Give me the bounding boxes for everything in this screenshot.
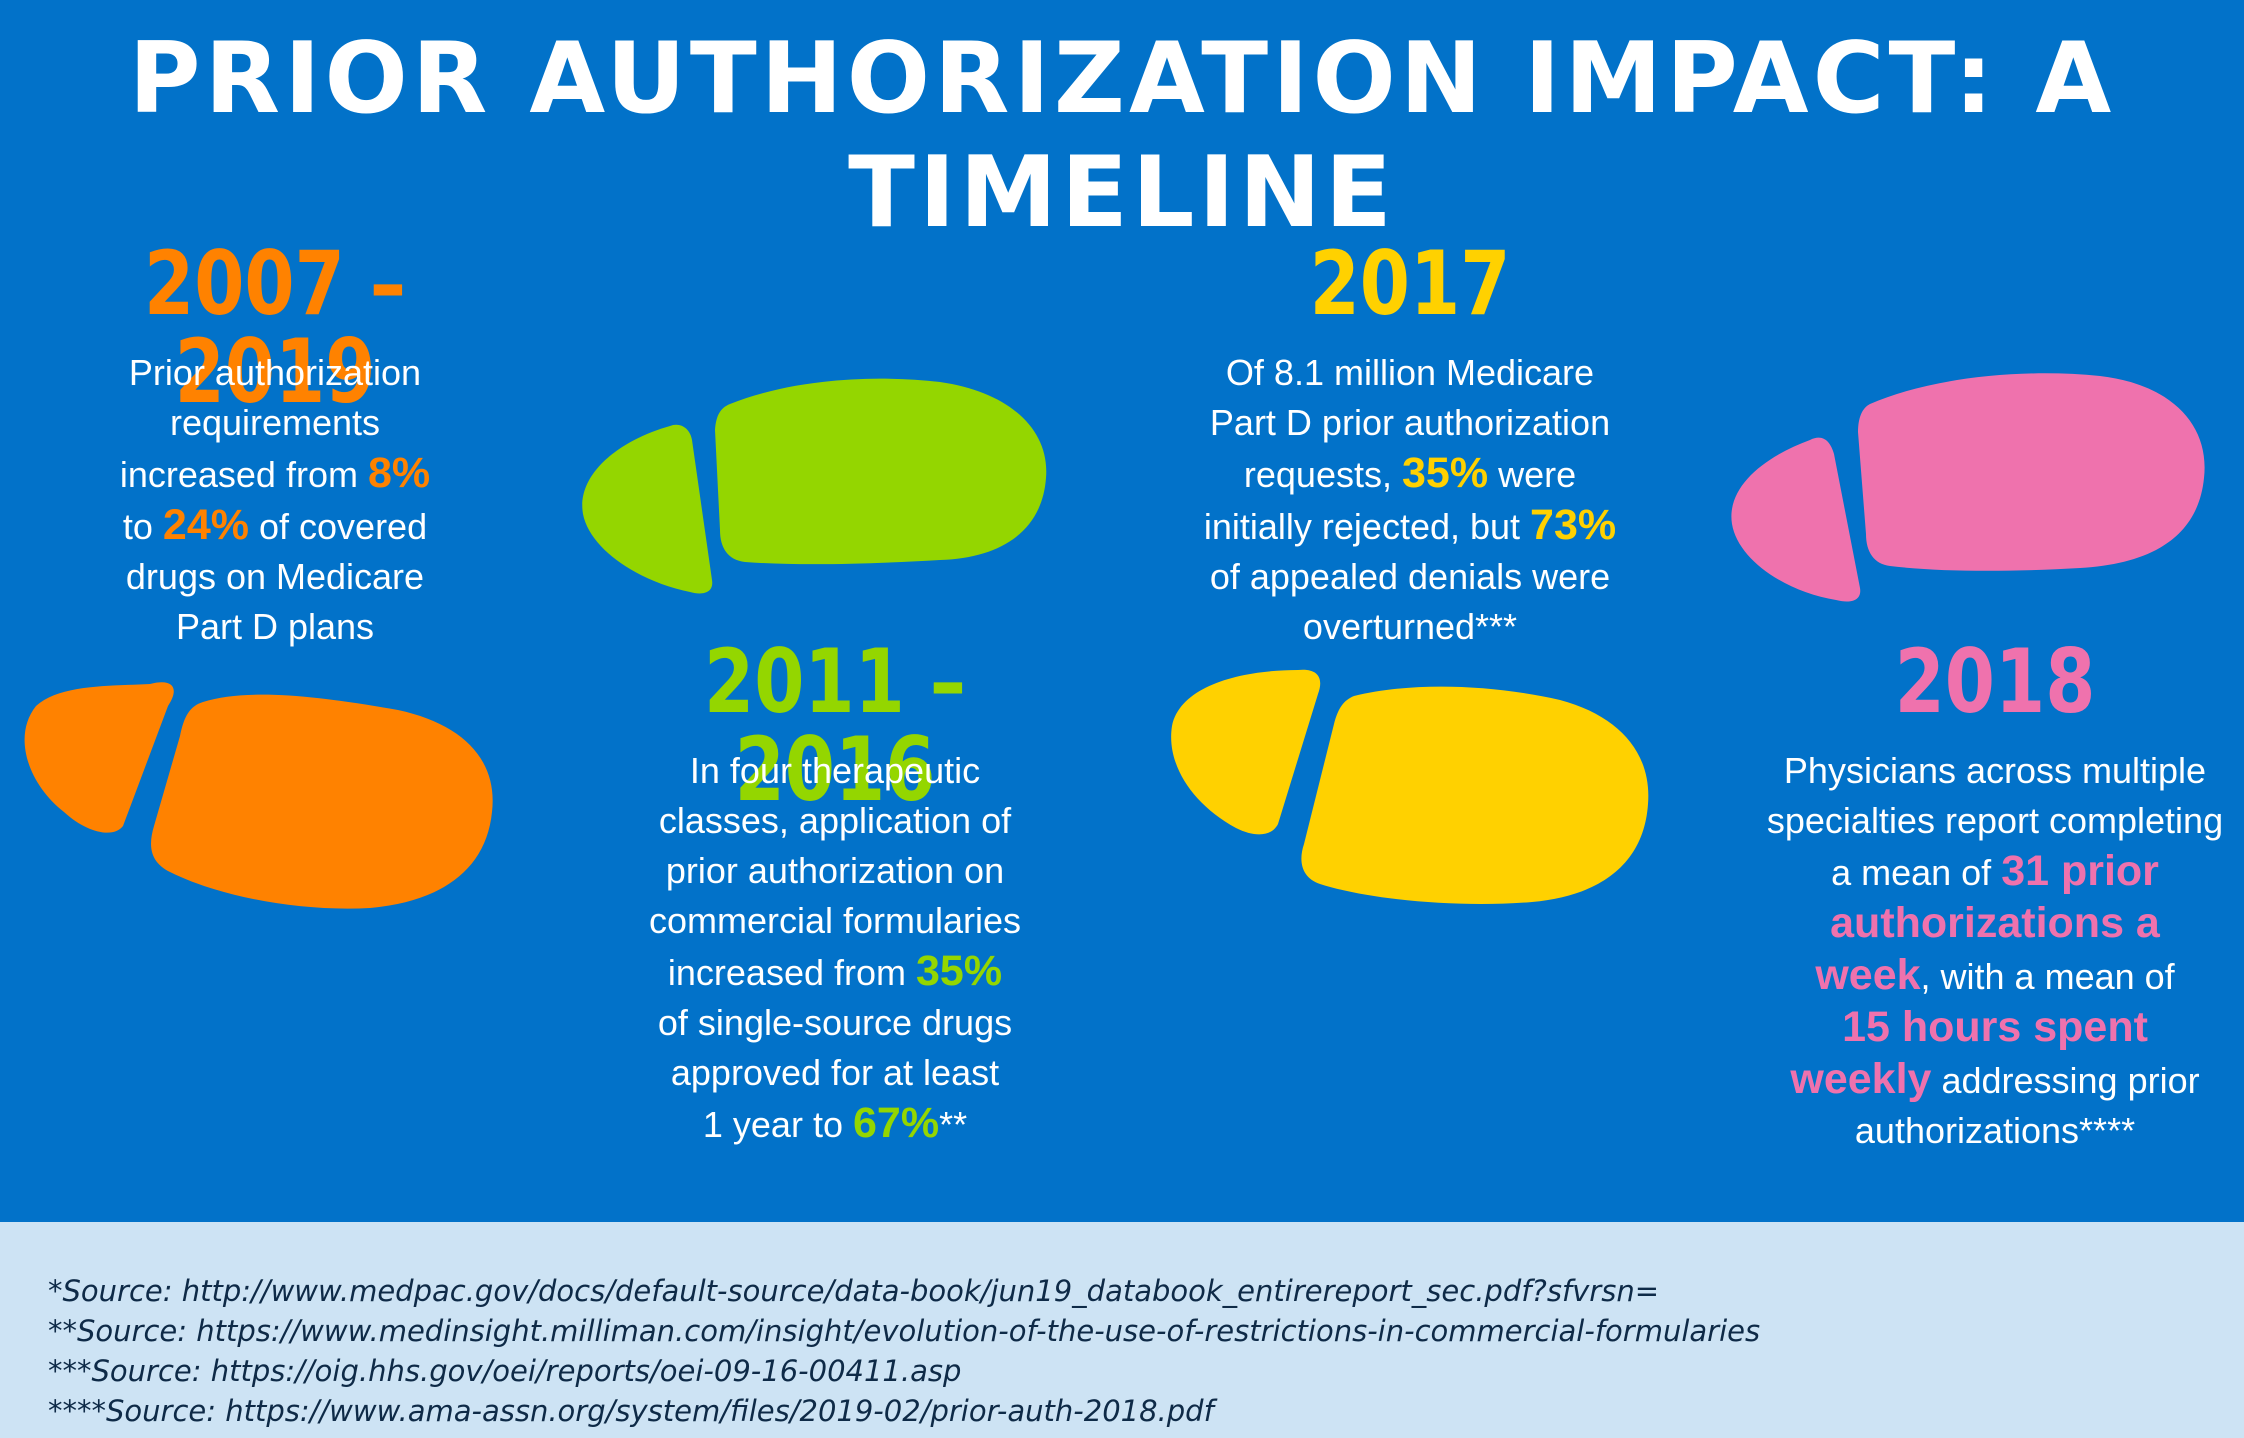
pink-footprint-icon: [1731, 373, 2205, 602]
source-3-link[interactable]: ***Source: https://oig.hhs.gov/oei/repor…: [48, 1354, 962, 1388]
stat-24-percent: 24%: [162, 501, 249, 549]
stat-31-prior-auths: 31 prior: [2001, 847, 2159, 895]
stat-8-percent: 8%: [367, 449, 431, 497]
source-1-link[interactable]: *Source: http://www.medpac.gov/docs/defa…: [48, 1274, 1660, 1308]
source-4-link[interactable]: ****Source: https://www.ama-assn.org/sys…: [48, 1394, 1214, 1428]
stat-73-percent: 73%: [1530, 501, 1617, 549]
page-title: PRIOR AUTHORIZATION IMPACT: A TIMELINE: [128, 22, 2116, 250]
orange-footprint-icon: [24, 682, 493, 909]
stat-35-percent-rejected: 35%: [1401, 449, 1489, 497]
event-2017-text: Of 8.1 million Medicare Part D prior aut…: [1203, 352, 1617, 647]
year-2007-2019: 2007 – 2019: [143, 232, 407, 423]
event-2018-text: Physicians across multiple specialties r…: [1766, 750, 2224, 1151]
year-2018: 2018: [1894, 630, 2096, 733]
stat-67-percent: 67%: [852, 1099, 940, 1147]
event-2007-2019-text: Prior authorization requirements increas…: [119, 352, 431, 647]
event-2011-2016-text: In four therapeutic classes, application…: [648, 750, 1022, 1147]
yellow-footprint-icon: [1171, 669, 1649, 904]
stat-35-percent-formularies: 35%: [916, 947, 1003, 995]
stat-15-hours: 15 hours spent: [1842, 1003, 2148, 1051]
year-2011-2016: 2011 – 2016: [703, 630, 967, 821]
green-footprint-icon: [582, 378, 1047, 594]
year-2017: 2017: [1309, 232, 1511, 335]
source-2-link[interactable]: **Source: https://www.medinsight.millima…: [48, 1314, 1761, 1348]
sources-footer: *Source: http://www.medpac.gov/docs/defa…: [0, 1222, 2244, 1438]
